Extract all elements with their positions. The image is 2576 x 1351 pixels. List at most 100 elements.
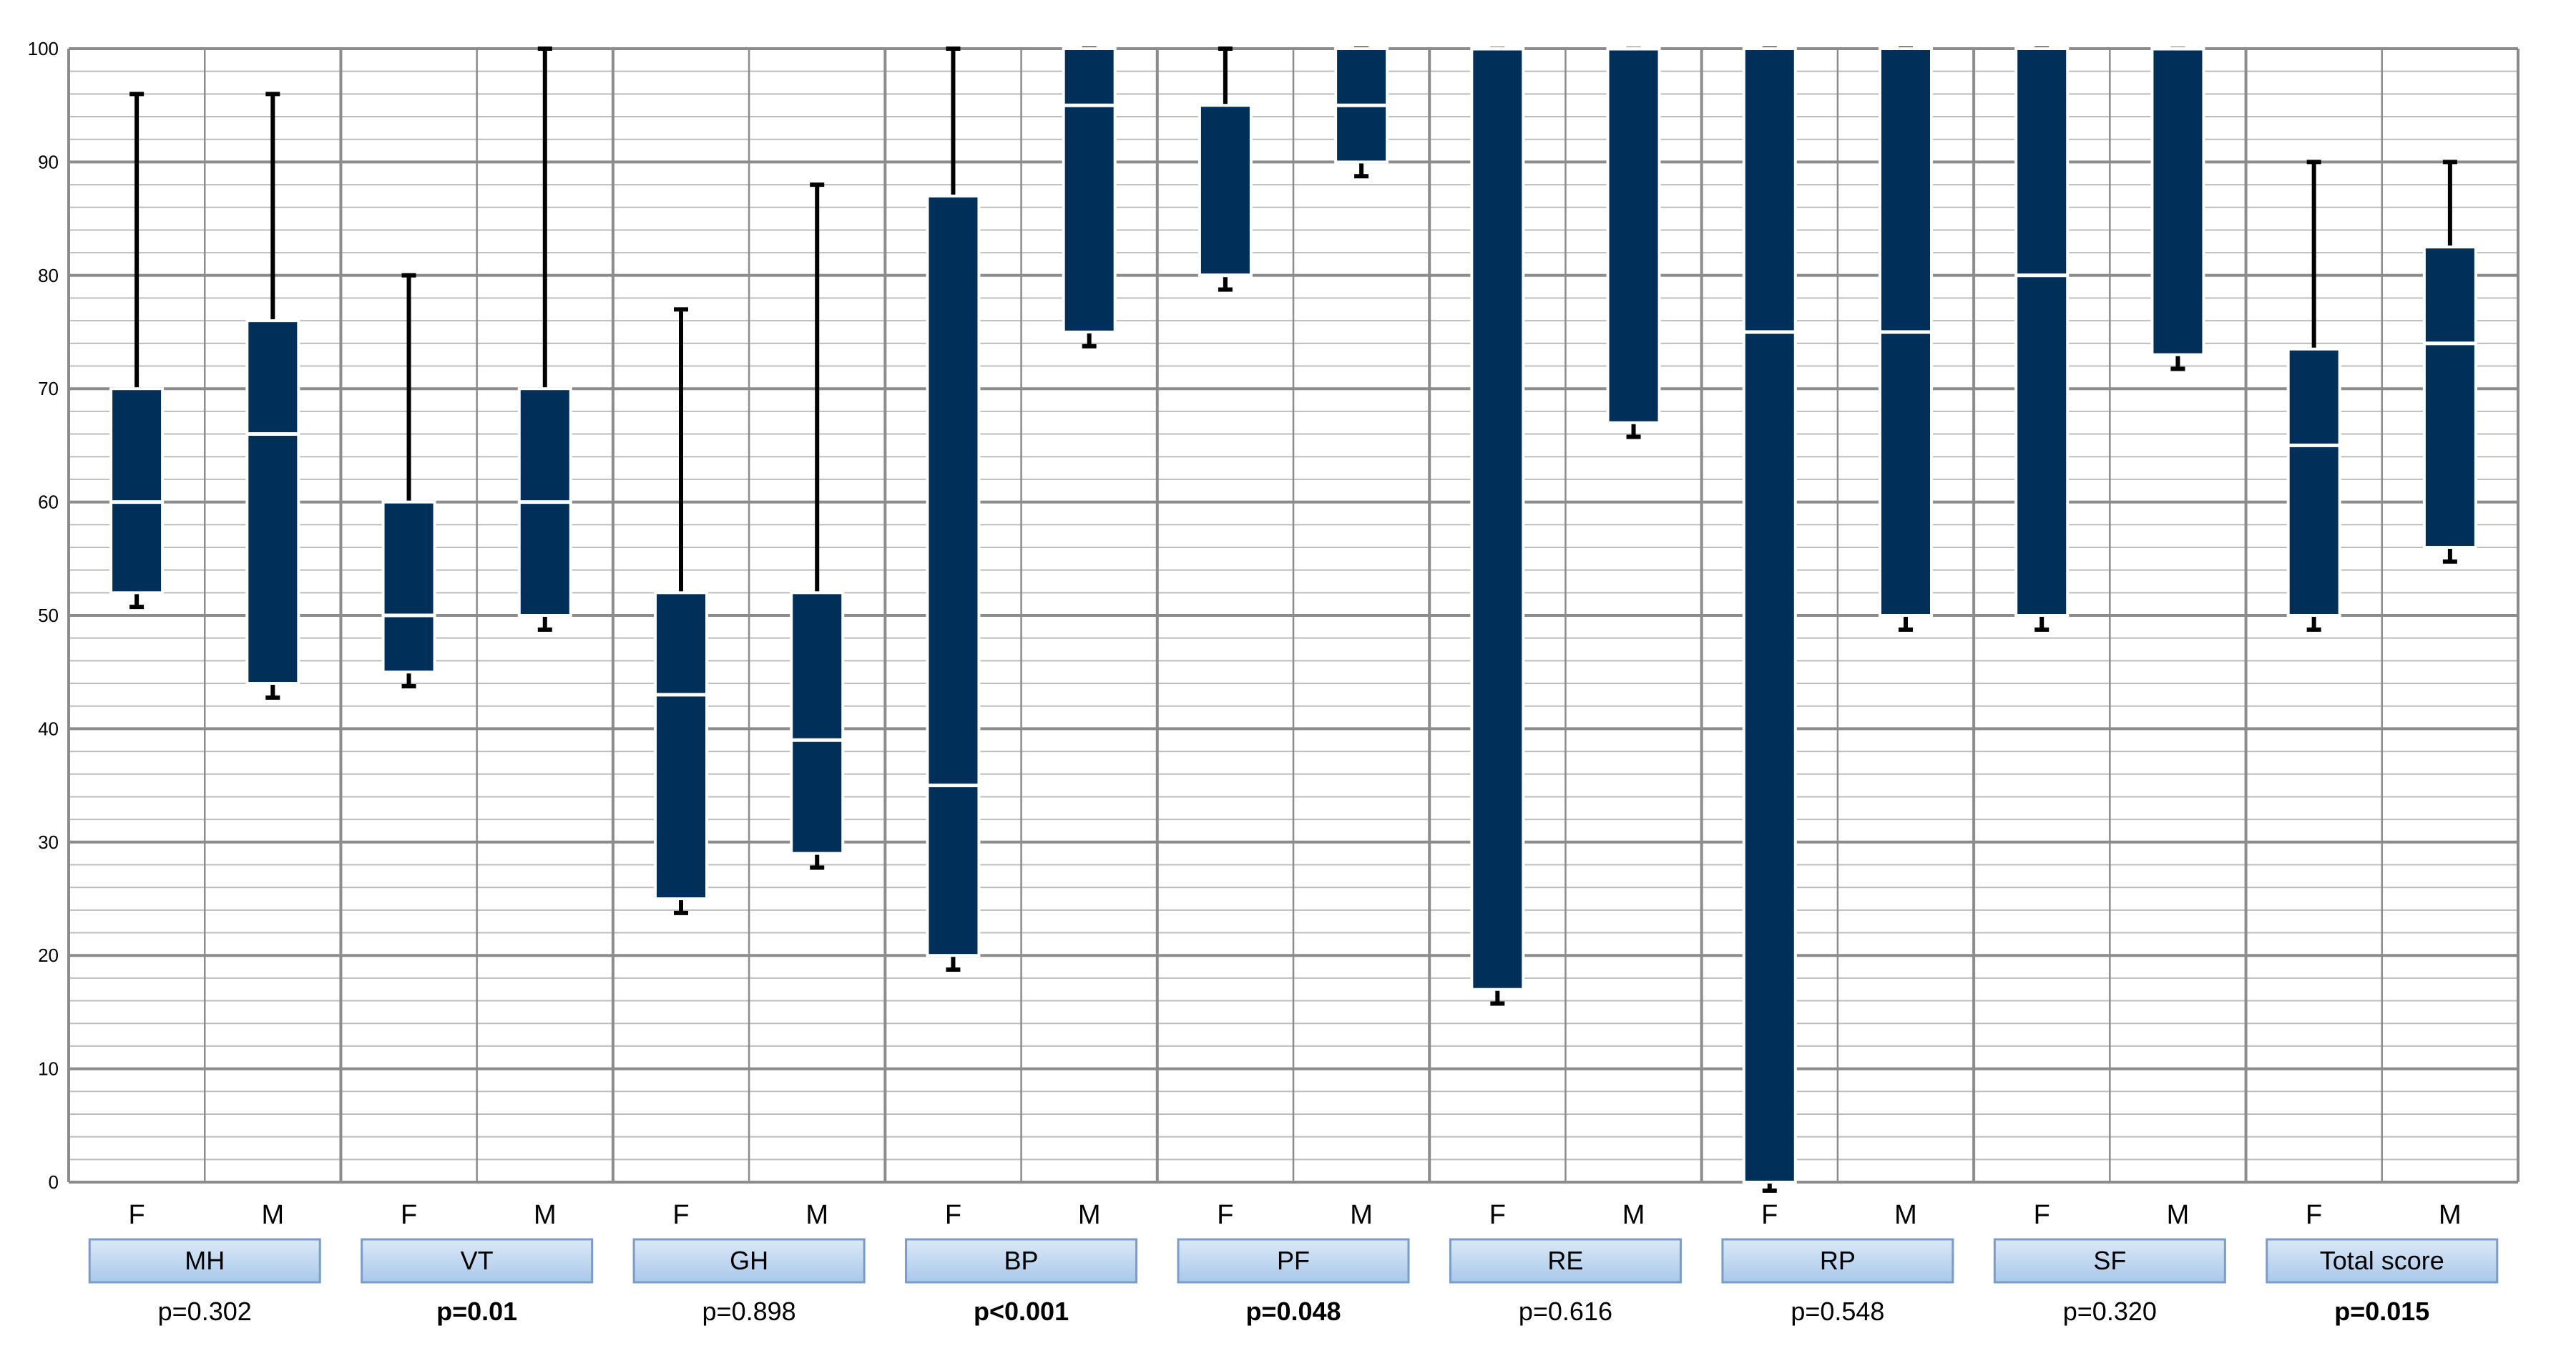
- category-label-box: [1721, 1238, 1954, 1284]
- sex-label: M: [2439, 1200, 2462, 1230]
- box-pf-f: [1198, 47, 1253, 292]
- y-tick-label: 70: [38, 378, 59, 399]
- box-rp-f: [1742, 47, 1797, 1193]
- box-iqr: [2422, 245, 2477, 549]
- category-label-box: [632, 1238, 866, 1284]
- box-iqr: [654, 591, 708, 900]
- group-rp: [1742, 47, 1933, 1193]
- box-mh-m: [245, 92, 300, 700]
- box-iqr: [1198, 104, 1253, 277]
- sex-label: F: [2306, 1200, 2322, 1230]
- box-gh-f: [654, 307, 708, 915]
- category-label: RE: [1547, 1246, 1583, 1275]
- category-label-box: [88, 1238, 321, 1284]
- p-value-label: p=0.548: [1791, 1297, 1884, 1326]
- box-total-score-f: [2286, 160, 2341, 632]
- box-iqr: [790, 591, 845, 855]
- box-iqr: [1742, 47, 1797, 1184]
- sex-label: M: [1622, 1200, 1645, 1230]
- sex-label: F: [1217, 1200, 1233, 1230]
- box-mh-f: [109, 92, 165, 610]
- box-pf-m: [1334, 47, 1389, 179]
- sex-label: M: [2167, 1200, 2190, 1230]
- box-iqr: [926, 194, 981, 957]
- y-axis: 0 10 20 30 40 50 60 70 80 90 100: [28, 38, 59, 1193]
- sex-label: M: [805, 1200, 828, 1230]
- box-rp-m: [1879, 47, 1933, 632]
- sex-label: M: [1350, 1200, 1373, 1230]
- y-tick-label: 40: [38, 718, 59, 739]
- y-tick-label: 10: [38, 1058, 59, 1080]
- category-label: MH: [185, 1246, 225, 1275]
- y-tick-label: 80: [38, 265, 59, 286]
- p-value-label: p=0.320: [2063, 1297, 2157, 1326]
- category-label-box: [1449, 1238, 1682, 1284]
- sex-label: M: [262, 1200, 285, 1230]
- p-value-label: p=0.01: [436, 1297, 517, 1326]
- group-re: [1470, 47, 1661, 1006]
- box-bp-f: [926, 47, 981, 972]
- boxes-layer: [109, 47, 2477, 1193]
- box-sf-m: [2150, 47, 2205, 371]
- group-total-score: [2286, 160, 2477, 632]
- y-tick-label: 30: [38, 831, 59, 853]
- sex-label: F: [129, 1200, 145, 1230]
- box-iqr: [1470, 47, 1525, 991]
- y-tick-label: 50: [38, 605, 59, 626]
- sex-label: F: [945, 1200, 961, 1230]
- p-value-label: p=0.302: [158, 1297, 252, 1326]
- box-iqr: [381, 500, 436, 674]
- category-label: PF: [1277, 1246, 1310, 1275]
- box-iqr: [245, 319, 300, 686]
- category-separators: [67, 49, 2519, 1182]
- box-vt-m: [517, 47, 572, 632]
- x-axis-labels: F M MH p=0.302 F M VT p=0.01 F M GH p=0.898 F M BP p<0.…: [88, 1200, 2499, 1326]
- category-label-box: [905, 1238, 1138, 1284]
- group-bp: [926, 47, 1117, 972]
- sex-label: M: [534, 1200, 557, 1230]
- sex-label: F: [672, 1200, 689, 1230]
- box-iqr: [1606, 47, 1661, 424]
- group-mh: [109, 92, 300, 700]
- category-label: RP: [1820, 1246, 1856, 1275]
- category-label: Total score: [2320, 1246, 2444, 1275]
- box-iqr: [109, 387, 165, 595]
- group-gh: [654, 182, 845, 915]
- sex-label: F: [401, 1200, 417, 1230]
- sex-label: M: [1078, 1200, 1101, 1230]
- category-label: SF: [2093, 1246, 2126, 1275]
- box-re-m: [1606, 47, 1661, 439]
- category-label: VT: [461, 1246, 494, 1275]
- category-label-box: [361, 1238, 594, 1284]
- box-gh-m: [790, 182, 845, 870]
- y-tick-label: 60: [38, 492, 59, 513]
- box-re-f: [1470, 47, 1525, 1006]
- p-value-label: p=0.015: [2334, 1297, 2429, 1326]
- p-value-label: p<0.001: [974, 1297, 1069, 1326]
- y-tick-label: 90: [38, 151, 59, 172]
- box-iqr: [1062, 47, 1117, 333]
- group-pf: [1198, 47, 1389, 292]
- y-tick-label: 100: [28, 38, 59, 59]
- p-value-label: p=0.898: [702, 1297, 796, 1326]
- category-label-box: [2266, 1238, 2499, 1284]
- p-value-label: p=0.048: [1245, 1297, 1341, 1326]
- box-sf-f: [2014, 47, 2070, 632]
- sex-label: F: [2034, 1200, 2050, 1230]
- y-tick-label: 0: [49, 1171, 59, 1193]
- category-label: GH: [730, 1246, 768, 1275]
- group-vt: [381, 47, 572, 689]
- box-iqr: [2150, 47, 2205, 356]
- box-vt-f: [381, 273, 436, 689]
- sex-label: M: [1894, 1200, 1917, 1230]
- box-iqr: [2014, 47, 2070, 617]
- category-label-box: [1993, 1238, 2226, 1284]
- group-sf: [2014, 47, 2205, 632]
- y-tick-label: 20: [38, 945, 59, 966]
- sex-label: F: [1489, 1200, 1506, 1230]
- p-value-label: p=0.616: [1519, 1297, 1612, 1326]
- box-total-score-m: [2422, 160, 2477, 564]
- box-bp-m: [1062, 47, 1117, 348]
- box-iqr: [2286, 347, 2341, 617]
